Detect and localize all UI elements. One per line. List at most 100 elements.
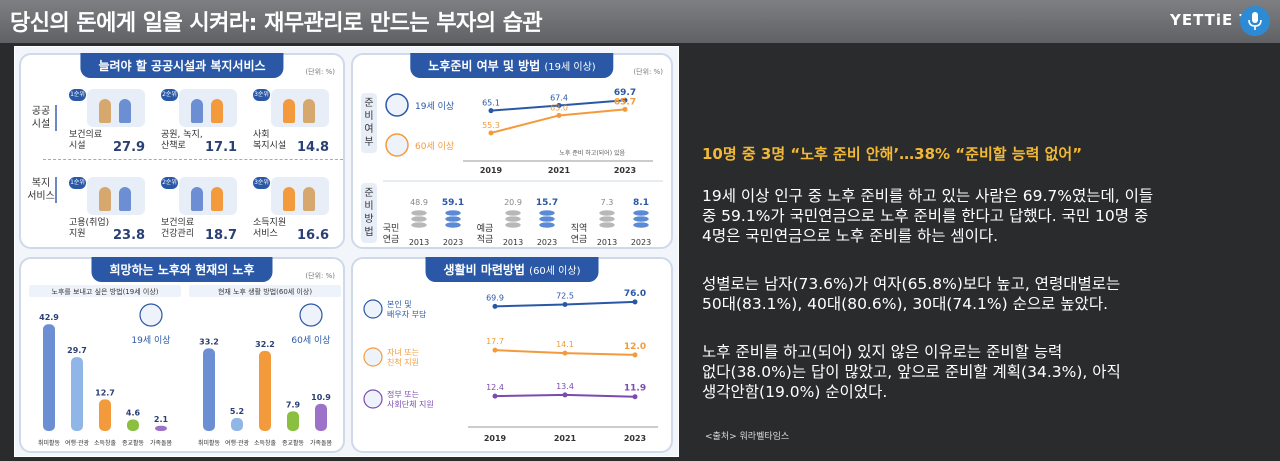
living-line-chart: 본인 및 배우자 부담 69.9 72.5 76.0 자녀 또는 친척 지원 17.7 14.1… <box>363 289 658 443</box>
bar <box>127 419 139 431</box>
facility-value: 16.6 <box>297 228 330 243</box>
person-icon <box>385 133 409 157</box>
coin-icon <box>444 209 462 217</box>
living-title: 생활비 마련방법 (60세 이상) <box>425 257 599 282</box>
category-label: 종교활동 <box>282 439 305 447</box>
coin-icon <box>538 209 556 217</box>
data-point <box>632 352 638 358</box>
row-label-welfare: 복지 서비스 <box>27 177 57 203</box>
data-label: 76.0 <box>624 289 646 299</box>
data-point <box>622 106 628 112</box>
bar <box>287 411 299 431</box>
coin-icon <box>444 221 462 229</box>
hope-unit: (단위: %) <box>305 272 335 280</box>
bar-value: 7.9 <box>286 400 301 409</box>
bar-value: 42.9 <box>39 313 59 322</box>
method-value: 7.3 <box>601 198 614 207</box>
method-year: 2023 <box>631 238 651 247</box>
video-title: 당신의 돈에게 일을 시켜라: 재무관리로 만드는 부자의 습관 <box>10 11 543 36</box>
microphone-icon[interactable] <box>1240 6 1270 36</box>
article-paragraph-1: 19세 이상 인구 중 노후 준비를 하고 있는 사람은 69.7%였는데, 이… <box>702 187 1154 245</box>
x-tick-label: 2019 <box>480 166 503 175</box>
facility-label: 공원, 녹지, 산책로 <box>161 130 203 151</box>
method-label: 국민 연금 <box>383 223 400 245</box>
coin-icon <box>410 209 428 217</box>
bar-value: 2.1 <box>154 415 169 424</box>
person-figure <box>191 99 203 123</box>
category-label: 가족돌봄 <box>310 439 333 447</box>
data-point <box>488 130 494 136</box>
hope-title: 희망하는 노후와 현재의 노후 <box>91 257 273 282</box>
data-point <box>622 97 628 103</box>
facilities-title: 늘려야 할 공공시설과 복지서비스 <box>80 53 284 78</box>
bar-value: 5.2 <box>230 407 244 416</box>
article-headline: 10명 중 3명 “노후 준비 안해’…38% “준비할 능력 없어” <box>702 145 1083 163</box>
bar <box>315 403 327 431</box>
person-figure <box>211 187 223 211</box>
group-header-bg <box>189 285 341 297</box>
facility-label: 보건의료 시설 <box>69 130 103 151</box>
data-point <box>492 393 498 399</box>
facility-label: 사회 복지시설 <box>253 130 287 151</box>
category-label: 종교활동 <box>122 439 145 447</box>
bar-value: 32.2 <box>255 340 275 349</box>
facility-item: 1순위 고용(취업) 지원 23.8 <box>69 177 159 267</box>
facility-item: 2순위 보건의료 건강관리 18.7 <box>161 177 251 267</box>
category-label: 가족돌봄 <box>150 439 173 447</box>
person-icon <box>363 347 383 367</box>
data-label: 14.1 <box>556 340 574 349</box>
facility-item: 3순위 사회 복지시설 14.8 <box>253 89 343 179</box>
method-year: 2023 <box>537 238 557 247</box>
data-label: 13.4 <box>556 382 574 391</box>
rank-badge: 1순위 <box>69 89 86 101</box>
data-point <box>556 102 562 108</box>
data-label: 12.4 <box>486 383 504 392</box>
data-label: 11.9 <box>624 384 646 394</box>
bar <box>259 350 271 431</box>
facility-value: 17.1 <box>205 140 238 155</box>
readiness-line-chart: 19세 이상 65.1 67.4 69.7 60세 이상 55.3 63.0 65.7 노후 준… <box>383 88 663 247</box>
method-year: 2023 <box>443 238 463 247</box>
bar-value: 12.7 <box>95 388 115 397</box>
facility-value: 14.8 <box>297 140 330 155</box>
data-point <box>562 302 568 307</box>
facilities-unit: (단위: %) <box>305 68 335 76</box>
person-figure <box>283 99 295 123</box>
title-bar: 당신의 돈에게 일을 시켜라: 재무관리로 만드는 부자의 습관 YETTiE … <box>0 0 1280 43</box>
coin-icon <box>504 209 522 217</box>
data-point <box>632 299 638 305</box>
series-label: 본인 및 배우자 부담 <box>387 299 427 319</box>
data-point <box>632 394 638 400</box>
coin-icon <box>598 209 616 217</box>
method-value: 20.9 <box>504 198 522 207</box>
infographic: 늘려야 할 공공시설과 복지서비스 (단위: %) 공공 시설 복지 서비스 1… <box>14 46 679 457</box>
person-icon <box>363 389 383 409</box>
coin-icon <box>538 215 556 223</box>
person-icon <box>139 303 163 327</box>
group-header-bg <box>29 285 181 297</box>
x-tick-label: 2023 <box>614 166 636 175</box>
divider <box>43 159 343 160</box>
retirement-prep-title: 노후준비 여부 및 방법 (19세 이상) <box>410 53 614 78</box>
data-point <box>492 303 498 309</box>
rank-badge: 2순위 <box>161 177 178 189</box>
facility-illustration <box>87 177 145 215</box>
bar <box>155 425 167 431</box>
rank-badge: 3순위 <box>253 177 270 189</box>
category-label: 취미활동 <box>198 439 221 447</box>
living-panel: 생활비 마련방법 (60세 이상) 본인 및 배우자 부담 69.9 72.5 76.0… <box>351 257 673 453</box>
data-label: 55.3 <box>482 121 500 130</box>
group-header: 노후를 보내고 싶은 방법(19세 이상) <box>52 287 159 296</box>
series-label: 19세 이상 <box>415 101 454 112</box>
data-point <box>562 350 568 356</box>
article-paragraph-2: 성별로는 남자(73.6%)가 여자(65.8%)보다 높고, 연령대별로는 5… <box>702 275 1121 313</box>
series-line <box>490 108 626 134</box>
person-figure <box>303 187 315 211</box>
facility-item: 1순위 보건의료 시설 27.9 <box>69 89 159 179</box>
rank-badge: 2순위 <box>161 89 178 101</box>
series-label: 자녀 또는 친척 지원 <box>387 348 419 367</box>
person-figure <box>119 99 131 123</box>
facility-illustration <box>179 177 237 215</box>
method-value: 8.1 <box>633 198 649 208</box>
bar <box>71 357 83 431</box>
